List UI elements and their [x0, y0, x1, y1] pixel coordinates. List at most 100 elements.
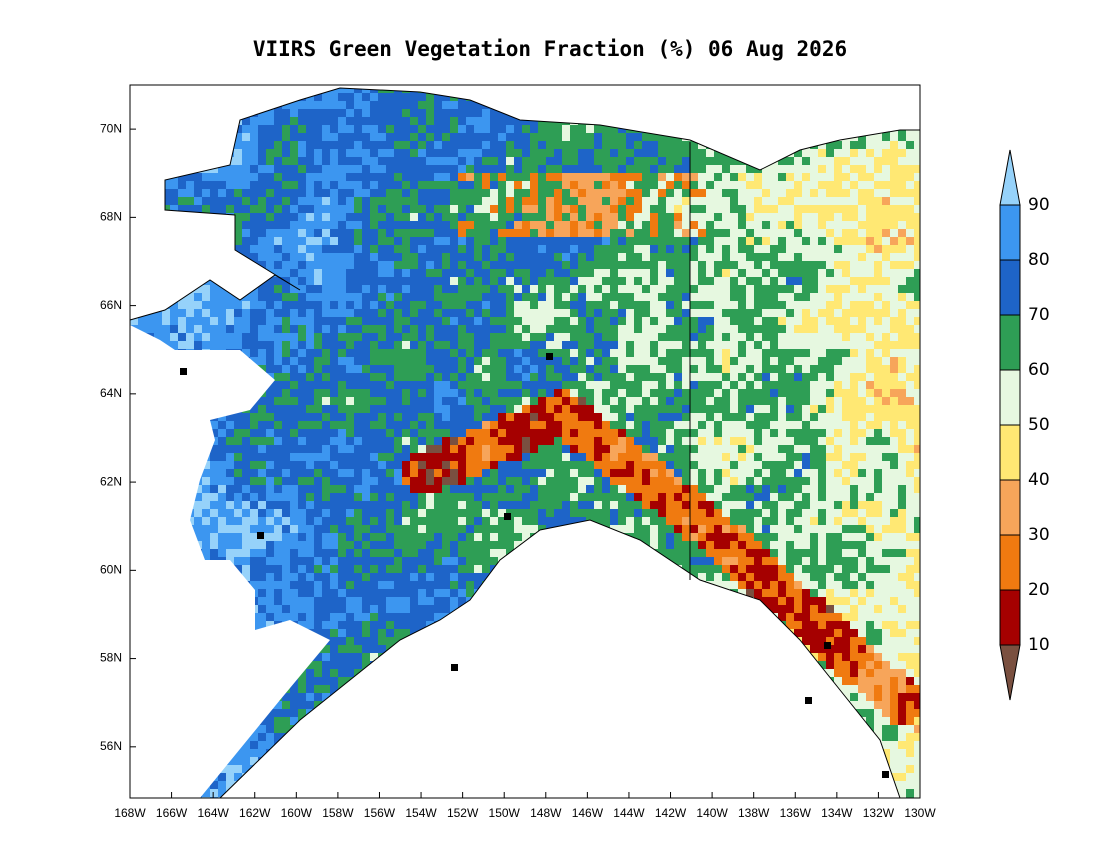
- field-cell: [218, 453, 226, 461]
- field-cell: [482, 253, 490, 261]
- field-cell: [202, 469, 210, 477]
- field-cell: [682, 397, 690, 405]
- field-cell: [842, 277, 850, 285]
- field-cell: [658, 277, 666, 285]
- field-cell: [802, 437, 810, 445]
- field-cell: [770, 141, 778, 149]
- field-cell: [194, 277, 202, 285]
- field-cell: [770, 341, 778, 349]
- field-cell: [786, 269, 794, 277]
- field-cell: [762, 149, 770, 157]
- field-cell: [642, 389, 650, 397]
- field-cell: [234, 301, 242, 309]
- field-cell: [866, 117, 874, 125]
- field-cell: [370, 229, 378, 237]
- field-cell: [498, 333, 506, 341]
- field-cell: [786, 245, 794, 253]
- field-cell: [362, 205, 370, 213]
- field-cell: [282, 309, 290, 317]
- field-cell: [866, 453, 874, 461]
- field-cell: [906, 309, 914, 317]
- field-cell: [178, 125, 186, 133]
- field-cell: [626, 365, 634, 373]
- field-cell: [914, 357, 920, 365]
- field-cell: [434, 309, 442, 317]
- field-cell: [162, 357, 170, 365]
- field-cell: [554, 373, 562, 381]
- field-cell: [242, 397, 250, 405]
- field-cell: [410, 325, 418, 333]
- field-cell: [914, 349, 920, 357]
- field-cell: [306, 285, 314, 293]
- field-cell: [722, 333, 730, 341]
- field-cell: [138, 165, 146, 173]
- field-cell: [714, 461, 722, 469]
- field-cell: [514, 221, 522, 229]
- field-cell: [538, 197, 546, 205]
- field-cell: [194, 381, 202, 389]
- field-cell: [858, 109, 866, 117]
- field-cell: [410, 173, 418, 181]
- field-cell: [322, 173, 330, 181]
- field-cell: [698, 189, 706, 197]
- field-cell: [170, 221, 178, 229]
- field-cell: [754, 341, 762, 349]
- field-cell: [554, 389, 562, 397]
- field-cell: [610, 277, 618, 285]
- field-cell: [394, 381, 402, 389]
- field-cell: [410, 437, 418, 445]
- field-cell: [586, 469, 594, 477]
- field-cell: [138, 93, 146, 101]
- field-cell: [770, 237, 778, 245]
- field-cell: [754, 237, 762, 245]
- field-cell: [690, 213, 698, 221]
- field-cell: [554, 453, 562, 461]
- field-cell: [450, 88, 458, 93]
- field-cell: [650, 109, 658, 117]
- field-cell: [890, 309, 898, 317]
- field-cell: [546, 125, 554, 133]
- field-cell: [522, 133, 530, 141]
- field-cell: [634, 405, 642, 413]
- field-cell: [370, 357, 378, 365]
- field-cell: [842, 373, 850, 381]
- field-cell: [546, 109, 554, 117]
- field-cell: [890, 317, 898, 325]
- field-cell: [474, 429, 482, 437]
- field-cell: [298, 88, 306, 93]
- field-cell: [314, 157, 322, 165]
- field-cell: [602, 309, 610, 317]
- field-cell: [834, 397, 842, 405]
- field-cell: [762, 181, 770, 189]
- field-cell: [194, 373, 202, 381]
- field-cell: [682, 173, 690, 181]
- field-cell: [170, 101, 178, 109]
- field-cell: [882, 93, 890, 101]
- field-cell: [650, 357, 658, 365]
- field-cell: [586, 221, 594, 229]
- field-cell: [786, 109, 794, 117]
- field-cell: [674, 373, 682, 381]
- field-cell: [706, 157, 714, 165]
- field-cell: [706, 197, 714, 205]
- field-cell: [722, 173, 730, 181]
- field-cell: [186, 389, 194, 397]
- field-cell: [666, 365, 674, 373]
- field-cell: [338, 141, 346, 149]
- field-cell: [226, 117, 234, 125]
- field-cell: [786, 397, 794, 405]
- field-cell: [802, 285, 810, 293]
- field-cell: [266, 341, 274, 349]
- field-cell: [690, 149, 698, 157]
- field-cell: [434, 301, 442, 309]
- field-cell: [858, 421, 866, 429]
- field-cell: [418, 357, 426, 365]
- field-cell: [762, 125, 770, 133]
- field-cell: [778, 165, 786, 173]
- field-cell: [882, 117, 890, 125]
- field-cell: [626, 88, 634, 93]
- field-cell: [914, 381, 920, 389]
- field-cell: [794, 317, 802, 325]
- field-cell: [442, 325, 450, 333]
- field-cell: [314, 197, 322, 205]
